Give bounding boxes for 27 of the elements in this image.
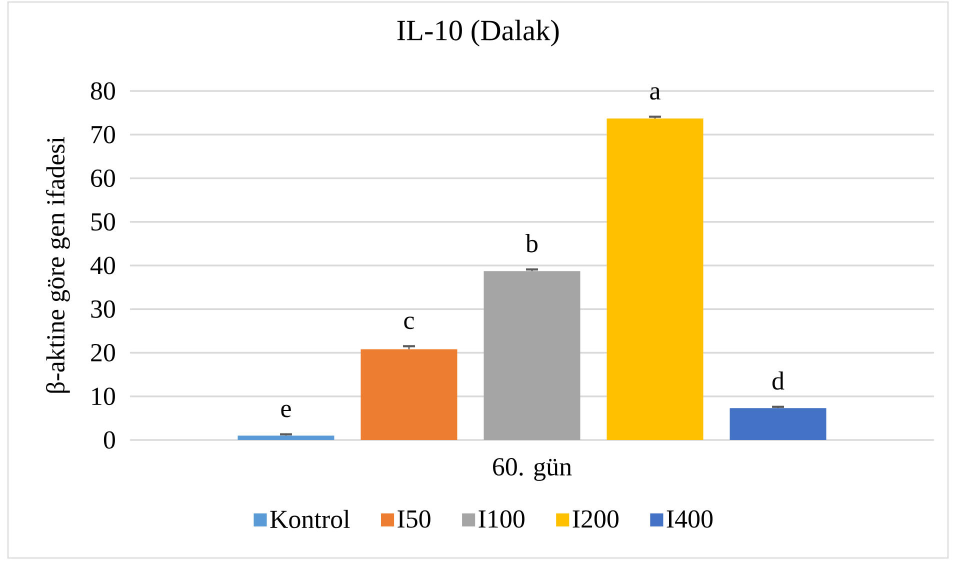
chart-title: IL-10 (Dalak) bbox=[397, 20, 559, 46]
bar bbox=[730, 408, 826, 440]
data-label: e bbox=[281, 404, 291, 418]
legend-label: I400 bbox=[666, 510, 713, 528]
data-label: d bbox=[772, 371, 784, 390]
y-tick-label: 60 bbox=[91, 169, 115, 188]
y-tick-label: 0 bbox=[104, 431, 115, 449]
x-tick-label: 60. gün bbox=[493, 458, 572, 481]
bar bbox=[360, 349, 458, 440]
y-tick-label: 20 bbox=[91, 344, 115, 362]
y-axis-title: β-aktine göre gen ifadesi bbox=[46, 137, 70, 393]
legend-label: I100 bbox=[478, 510, 524, 528]
data-label: b bbox=[526, 234, 538, 252]
bar bbox=[606, 118, 704, 440]
legend-label: Kontrol bbox=[270, 510, 350, 528]
data-label: a bbox=[650, 87, 660, 100]
y-tick-label: 80 bbox=[90, 82, 115, 100]
legend-label: I200 bbox=[572, 510, 618, 528]
data-label: c bbox=[404, 316, 414, 330]
bar bbox=[484, 271, 580, 440]
y-tick-label: 10 bbox=[92, 388, 115, 406]
y-tick-label: 30 bbox=[91, 300, 115, 318]
legend-label: I50 bbox=[398, 510, 430, 528]
y-tick-label: 40 bbox=[90, 256, 115, 274]
y-tick-label: 70 bbox=[92, 126, 115, 144]
y-tick-label: 50 bbox=[91, 213, 115, 231]
bar bbox=[238, 436, 334, 440]
